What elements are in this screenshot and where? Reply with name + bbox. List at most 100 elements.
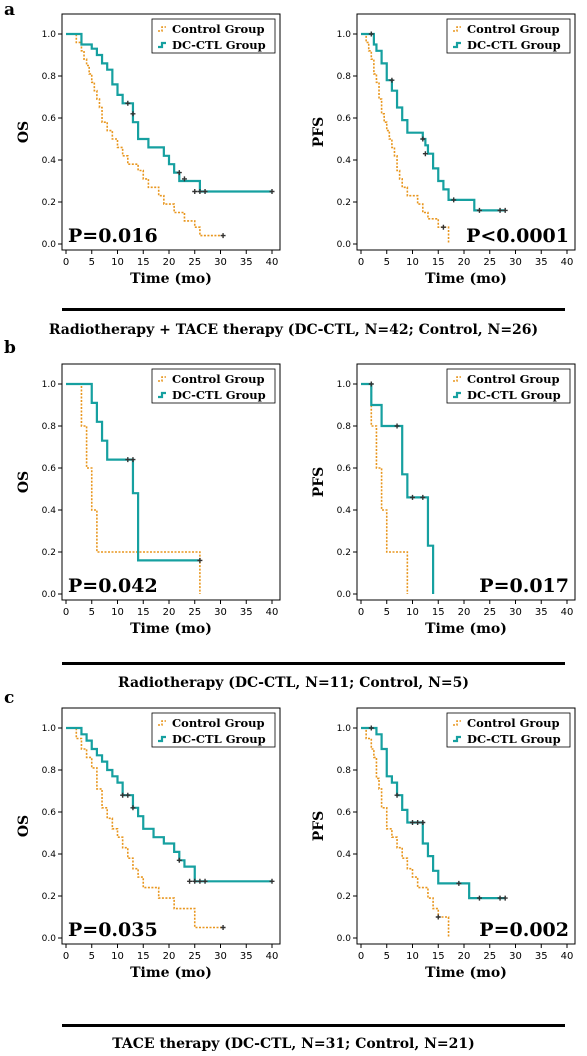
y-tick-label: 0.0 — [337, 240, 352, 250]
y-axis-label: PFS — [311, 467, 327, 498]
x-tick-label: 35 — [535, 257, 548, 268]
control-curve — [361, 33, 450, 244]
legend: Control Group DC-CTL Group — [151, 18, 276, 54]
x-axis-label: Time (mo) — [425, 621, 507, 637]
x-tick-label: 15 — [137, 257, 150, 268]
censor-mark — [192, 189, 198, 194]
control-curve — [66, 383, 201, 594]
x-tick-label: 25 — [483, 257, 496, 268]
x-axis-label: Time (mo) — [130, 965, 212, 981]
censor-mark — [422, 151, 428, 157]
x-tick-label: 5 — [89, 257, 95, 268]
censor-mark — [269, 189, 275, 194]
x-tick-label: 35 — [535, 951, 548, 962]
y-tick-label: 0.4 — [337, 156, 352, 166]
y-tick-label: 0.6 — [42, 114, 57, 124]
y-tick-label: 0.8 — [42, 766, 57, 776]
km-svg: 0.0 0.2 0.4 0.6 0.8 1.0 0 5 10 15 20 25 30 35 40 Time (… — [16, 363, 281, 637]
y-tick-label: 0.4 — [337, 850, 352, 860]
censor-mark — [176, 170, 182, 176]
control-curve — [361, 727, 450, 938]
x-tick-label: 20 — [458, 607, 471, 618]
plot-frame — [61, 707, 281, 945]
censor-mark — [420, 494, 426, 500]
legend-dcctl-label: DC-CTL Group — [467, 732, 561, 746]
y-tick-label: 0.8 — [337, 422, 352, 432]
x-tick-label: 0 — [63, 257, 69, 268]
km-plot-a-os: 0.0 0.2 0.4 0.6 0.8 1.0 0 5 10 15 20 25 30 35 40 Time (… — [0, 0, 290, 305]
legend-box — [151, 368, 276, 404]
dcctl-curve — [361, 32, 506, 212]
x-tick-label: 15 — [137, 607, 150, 618]
censor-mark — [197, 557, 203, 563]
x-tick-label: 40 — [561, 951, 574, 962]
censor-mark — [497, 207, 503, 213]
censor-mark — [125, 100, 131, 106]
legend-control-label: Control Group — [467, 372, 560, 386]
censor-mark — [120, 792, 126, 798]
y-tick-label: 1.0 — [337, 30, 352, 40]
x-tick-label: 20 — [458, 257, 471, 268]
x-tick-label: 40 — [561, 257, 574, 268]
x-tick-label: 25 — [483, 951, 496, 962]
y-tick-label: 0.0 — [337, 934, 352, 944]
x-tick-label: 30 — [214, 951, 227, 962]
y-tick-label: 0.0 — [42, 240, 57, 250]
panel-c-divider — [62, 1024, 565, 1027]
x-tick-label: 10 — [406, 951, 419, 962]
censor-mark — [410, 494, 415, 500]
x-tick-label: 5 — [384, 607, 390, 618]
dcctl-curve — [361, 726, 506, 900]
y-tick-label: 0.2 — [42, 548, 56, 558]
legend-control-label: Control Group — [172, 372, 265, 386]
y-tick-label: 0.6 — [42, 464, 57, 474]
y-tick-label: 0.2 — [337, 198, 351, 208]
legend-dcctl-label: DC-CTL Group — [172, 38, 266, 52]
plot-frame — [61, 13, 281, 251]
x-tick-label: 15 — [432, 257, 445, 268]
x-tick-label: 10 — [406, 607, 419, 618]
y-tick-label: 0.2 — [42, 892, 56, 902]
legend-box — [446, 18, 571, 54]
censor-mark — [220, 925, 226, 930]
censor-mark — [130, 805, 136, 811]
x-tick-label: 10 — [111, 951, 124, 962]
y-tick-label: 0.8 — [337, 72, 352, 82]
legend-dcctl-swatch — [158, 41, 166, 49]
legend-control-swatch — [453, 376, 461, 382]
x-tick-label: 0 — [358, 257, 364, 268]
y-tick-label: 0.8 — [42, 422, 57, 432]
y-tick-label: 0.0 — [337, 590, 352, 600]
p-value: P=0.035 — [68, 919, 158, 941]
x-tick-label: 30 — [509, 257, 522, 268]
legend-control-label: Control Group — [467, 22, 560, 36]
censor-mark — [415, 820, 421, 825]
p-value: P=0.016 — [68, 225, 158, 247]
legend-box — [446, 712, 571, 748]
x-tick-label: 20 — [163, 607, 176, 618]
x-axis-label: Time (mo) — [130, 621, 212, 637]
censor-mark — [389, 77, 395, 83]
dcctl-curve — [361, 382, 435, 594]
y-tick-label: 1.0 — [42, 724, 57, 734]
y-tick-label: 0.2 — [337, 892, 351, 902]
legend-dcctl-label: DC-CTL Group — [467, 388, 561, 402]
plot-frame — [61, 363, 281, 601]
x-tick-label: 10 — [111, 257, 124, 268]
censor-mark — [440, 224, 446, 230]
km-plot-c-pfs: 0.0 0.2 0.4 0.6 0.8 1.0 0 5 10 15 20 25 30 35 40 Time (… — [295, 694, 585, 999]
x-tick-label: 35 — [535, 607, 548, 618]
x-axis-label: Time (mo) — [425, 271, 507, 287]
legend-box — [151, 712, 276, 748]
km-svg: 0.0 0.2 0.4 0.6 0.8 1.0 0 5 10 15 20 25 30 35 40 Time (… — [311, 363, 576, 637]
censor-mark — [187, 878, 193, 884]
x-tick-label: 15 — [432, 951, 445, 962]
legend: Control Group DC-CTL Group — [151, 712, 276, 748]
censor-mark — [435, 914, 441, 920]
x-tick-label: 5 — [89, 951, 95, 962]
y-axis-label: OS — [16, 121, 32, 143]
x-axis-label: Time (mo) — [130, 271, 212, 287]
censor-mark — [176, 857, 182, 863]
km-svg: 0.0 0.2 0.4 0.6 0.8 1.0 0 5 10 15 20 25 30 35 40 Time (… — [16, 13, 281, 287]
km-plot-b-os: 0.0 0.2 0.4 0.6 0.8 1.0 0 5 10 15 20 25 30 35 40 Time (… — [0, 350, 290, 655]
